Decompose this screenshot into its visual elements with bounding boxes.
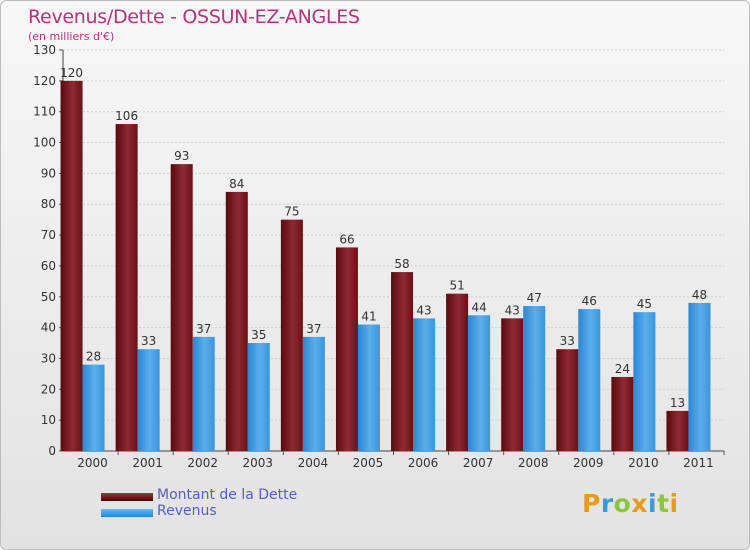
y-tick-label: 100 <box>33 136 56 150</box>
data-label: 51 <box>449 279 464 293</box>
data-label: 33 <box>141 334 156 348</box>
data-label: 43 <box>416 303 431 317</box>
x-tick-label: 2003 <box>243 456 274 470</box>
data-label: 44 <box>471 300 486 314</box>
data-label: 24 <box>615 362 630 376</box>
logo-letter: t <box>657 489 670 518</box>
y-tick-label: 60 <box>41 259 56 273</box>
logo-letter: i <box>648 489 658 518</box>
data-label: 47 <box>527 291 542 305</box>
bar-revenus <box>137 349 160 451</box>
x-tick-label: 2001 <box>132 456 163 470</box>
legend-label-revenus: Revenus <box>157 503 217 519</box>
x-tick-label: 2010 <box>628 456 659 470</box>
data-label: 13 <box>670 396 685 410</box>
x-tick-label: 2004 <box>298 456 329 470</box>
bar-dette <box>611 376 634 451</box>
bar-revenus <box>247 343 270 451</box>
y-tick-label: 20 <box>41 382 56 396</box>
data-label: 28 <box>86 350 101 364</box>
x-tick-label: 2011 <box>683 456 714 470</box>
y-tick-label: 80 <box>41 197 56 211</box>
proxiti-logo: Proxiti <box>582 489 679 518</box>
data-label: 75 <box>284 205 299 219</box>
y-tick-label: 110 <box>33 105 56 119</box>
y-tick-label: 70 <box>41 228 56 242</box>
bar-dette <box>335 247 358 451</box>
bar-dette <box>391 272 414 451</box>
data-label: 106 <box>115 109 138 123</box>
data-label: 120 <box>60 66 83 80</box>
x-tick-label: 2009 <box>573 456 604 470</box>
y-tick-label: 30 <box>41 351 56 365</box>
y-tick-label: 90 <box>41 166 56 180</box>
bar-revenus <box>302 336 325 451</box>
y-tick-label: 120 <box>33 74 56 88</box>
bar-revenus <box>523 306 546 451</box>
legend-label-dette: Montant de la Dette <box>157 487 298 503</box>
x-tick-label: 2007 <box>463 456 494 470</box>
y-tick-label: 130 <box>33 43 56 57</box>
x-tick-label: 2002 <box>187 456 218 470</box>
data-label: 46 <box>582 294 597 308</box>
y-tick-label: 50 <box>41 290 56 304</box>
legend-swatch-dette <box>101 493 153 501</box>
x-tick-label: 2005 <box>353 456 384 470</box>
bar-revenus <box>468 315 491 451</box>
bar-revenus <box>578 309 601 451</box>
y-tick-label: 40 <box>41 321 56 335</box>
data-label: 84 <box>229 177 244 191</box>
bar-dette <box>115 124 138 452</box>
legend-swatch-revenus <box>101 509 153 517</box>
bar-revenus <box>633 312 656 451</box>
bar-dette <box>225 191 248 451</box>
bar-dette <box>666 410 689 451</box>
bar-dette <box>280 219 303 451</box>
x-tick-label: 2000 <box>77 456 108 470</box>
bar-dette <box>60 80 83 451</box>
chart-subtitle: (en milliers d'€) <box>28 30 115 43</box>
data-label: 48 <box>692 288 707 302</box>
data-label: 33 <box>560 334 575 348</box>
logo-letter: r <box>600 489 614 518</box>
bar-revenus <box>357 324 380 451</box>
y-tick-label: 0 <box>48 444 56 458</box>
logo-letter: i <box>669 489 679 518</box>
bar-dette <box>446 293 469 451</box>
data-label: 41 <box>361 310 376 324</box>
bar-revenus <box>413 318 436 451</box>
logo-letter: o <box>613 489 632 518</box>
bar-dette <box>501 318 524 451</box>
x-tick-label: 2006 <box>408 456 439 470</box>
data-label: 37 <box>196 322 211 336</box>
bar-revenus <box>192 336 215 451</box>
data-label: 45 <box>637 297 652 311</box>
data-label: 66 <box>339 232 354 246</box>
logo-letter: x <box>631 489 648 518</box>
bar-revenus <box>82 364 105 451</box>
data-label: 43 <box>505 303 520 317</box>
x-tick-label: 2008 <box>518 456 549 470</box>
chart-title: Revenus/Dette - OSSUN-EZ-ANGLES <box>28 6 360 28</box>
data-label: 93 <box>174 149 189 163</box>
y-tick-label: 10 <box>41 413 56 427</box>
bar-revenus <box>688 302 711 451</box>
data-label: 37 <box>306 322 321 336</box>
bar-dette <box>556 349 579 451</box>
logo-letter: P <box>582 489 601 518</box>
data-label: 58 <box>394 257 409 271</box>
data-label: 35 <box>251 328 266 342</box>
bar-dette <box>170 164 193 451</box>
